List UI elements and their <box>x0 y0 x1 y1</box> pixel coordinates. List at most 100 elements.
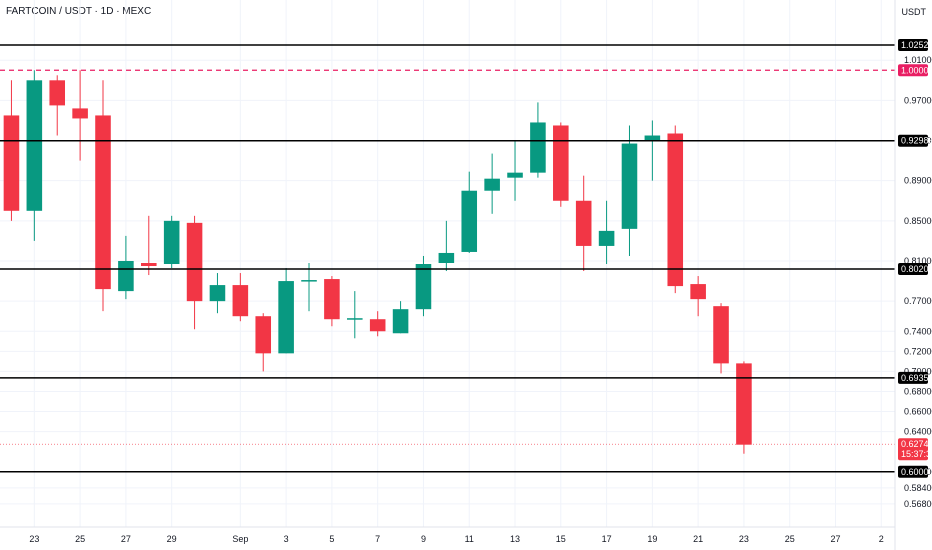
x-tick-label: 3 <box>284 534 289 544</box>
level-price-label: 0.92983 <box>898 134 932 147</box>
candle <box>232 273 249 322</box>
candle <box>118 235 134 300</box>
candle <box>438 220 455 272</box>
candles <box>3 70 752 454</box>
candle-body <box>95 115 111 290</box>
svg-text:1.02521: 1.02521 <box>901 40 932 50</box>
candle <box>141 215 157 276</box>
candle <box>324 276 340 327</box>
x-tick-label: 21 <box>693 534 703 544</box>
svg-text:0.69355: 0.69355 <box>901 373 932 383</box>
candle <box>26 70 43 241</box>
candle-body <box>209 285 226 302</box>
x-tick-label: 27 <box>830 534 840 544</box>
svg-text:0.60000: 0.60000 <box>901 467 932 477</box>
candle-body <box>507 172 523 178</box>
level-price-label: 0.80203 <box>898 262 932 275</box>
candle-body <box>553 125 569 201</box>
candle-body <box>232 285 249 317</box>
x-tick-label: 5 <box>329 534 334 544</box>
time-axis[interactable]: 23 25 27 29 Sep 3 5 7 9 11 13 15 17 19 21 23 25 27 2 <box>29 534 883 544</box>
candle-body <box>392 309 409 334</box>
candle-body <box>438 252 455 263</box>
level-price-label: 0.60000 <box>898 465 932 478</box>
level-price-label: 1.02521 <box>898 38 932 51</box>
svg-text:0.62749: 0.62749 <box>901 439 932 449</box>
x-tick-label: 19 <box>647 534 657 544</box>
candle-body <box>415 264 432 310</box>
candle-body <box>72 108 88 119</box>
candle-body <box>26 80 43 211</box>
candle <box>644 120 661 181</box>
candle <box>49 75 66 136</box>
candle-body <box>255 316 272 354</box>
candle <box>736 361 752 454</box>
svg-text:1.00000: 1.00000 <box>901 65 932 75</box>
candle <box>598 200 615 265</box>
candle <box>72 70 88 161</box>
candle-body <box>644 135 661 141</box>
x-tick-label: 9 <box>421 534 426 544</box>
candle <box>278 268 294 354</box>
candle-body <box>461 190 478 252</box>
candle-body <box>186 222 203 302</box>
horizontal-levels <box>0 44 895 473</box>
candle-body <box>598 230 615 246</box>
x-tick-label: 17 <box>602 534 612 544</box>
x-tick-label: Sep <box>232 534 248 544</box>
candle-body <box>667 133 684 287</box>
level-price-label: 1.00000 <box>898 64 932 77</box>
candle <box>507 140 523 201</box>
x-tick-label: 29 <box>167 534 177 544</box>
x-tick-label: 7 <box>375 534 380 544</box>
candle-body <box>347 318 363 320</box>
candle <box>255 313 272 372</box>
candle <box>575 175 592 272</box>
candle <box>621 125 638 256</box>
candle-body <box>621 143 638 229</box>
svg-text:0.80203: 0.80203 <box>901 264 932 274</box>
candle-body <box>141 262 157 267</box>
x-tick-label: 11 <box>465 534 474 544</box>
x-tick-label: 13 <box>510 534 520 544</box>
chart-title: FARTCOIN / USDT · 1D · MEXC <box>6 6 152 17</box>
candle <box>667 125 684 294</box>
candle-body <box>575 200 592 246</box>
candle-body <box>713 306 729 364</box>
candle <box>690 276 706 317</box>
candle-body <box>736 363 752 445</box>
candle <box>392 301 409 334</box>
x-tick-label: 25 <box>785 534 795 544</box>
candle <box>713 303 729 374</box>
price-labels: 1.02521 1.00000 0.92983 0.80203 0.69355 0.600… <box>898 38 932 478</box>
candle-body <box>484 178 500 191</box>
candle <box>95 80 111 312</box>
candle-body <box>301 280 317 282</box>
x-tick-label: 23 <box>739 534 749 544</box>
y-tick-label: 0.56800 <box>904 499 932 509</box>
candle-body <box>118 260 134 292</box>
candle <box>415 255 432 317</box>
candle <box>163 215 180 269</box>
candle-body <box>369 319 386 332</box>
candle-body <box>324 279 340 320</box>
level-price-label: 0.69355 <box>898 371 932 384</box>
candle <box>3 80 20 221</box>
candle <box>186 215 203 330</box>
x-tick-label: 27 <box>121 534 131 544</box>
candle <box>301 262 317 312</box>
